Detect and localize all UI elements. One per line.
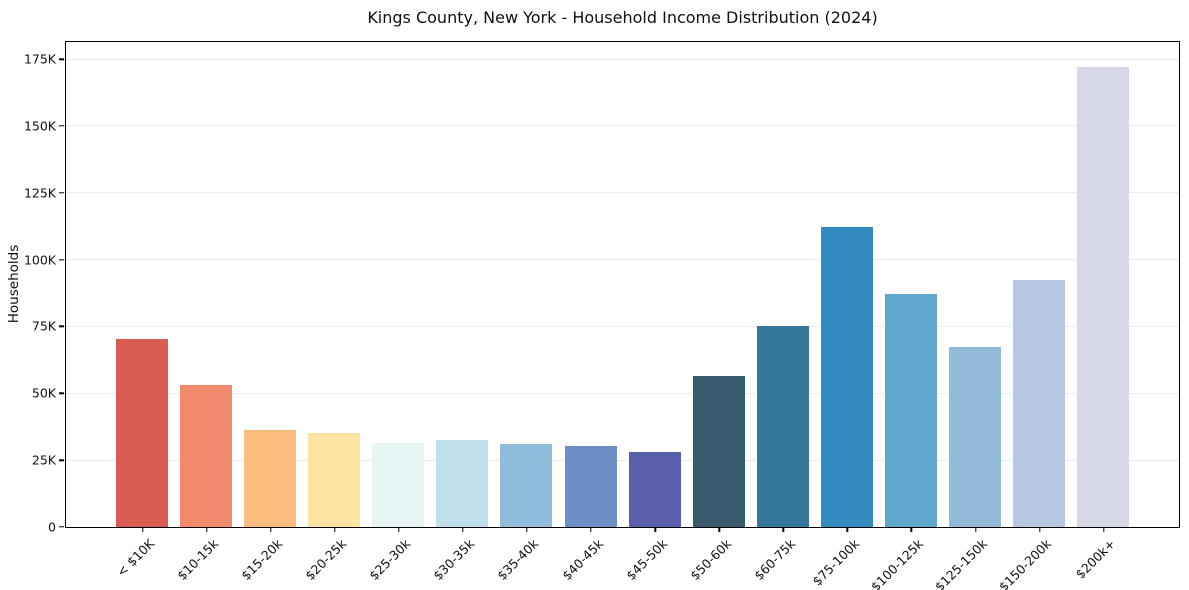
- x-tick-mark: [590, 527, 592, 532]
- bar: [949, 347, 1002, 527]
- bar: [564, 446, 617, 527]
- gridline: [65, 392, 1179, 394]
- x-tick-mark: [269, 527, 272, 532]
- y-tick-mark: [59, 392, 64, 395]
- x-tick-label: $20-25k: [302, 536, 350, 584]
- x-tick-mark: [398, 527, 400, 532]
- y-tick-label: 25K: [31, 452, 56, 468]
- gridline: [65, 259, 1179, 261]
- x-tick-label: $30-35k: [430, 536, 478, 584]
- x-tick-mark: [718, 527, 720, 532]
- x-tick-label: $25-30k: [366, 536, 414, 584]
- x-tick-label: $50-60k: [686, 536, 734, 584]
- x-tick-label: $200k+: [1072, 536, 1119, 582]
- bar: [884, 294, 937, 527]
- x-tick-mark: [526, 527, 528, 532]
- bar: [820, 226, 873, 527]
- y-tick-mark: [59, 192, 64, 194]
- gridline: [65, 125, 1179, 127]
- x-tick-mark: [205, 527, 208, 532]
- x-tick-label: $15-20k: [238, 536, 286, 584]
- bar: [372, 442, 425, 527]
- x-tick-mark: [782, 527, 784, 532]
- x-tick-label: $35-40k: [494, 536, 542, 584]
- x-tick-label: < $10K: [113, 536, 158, 580]
- x-tick-mark: [334, 527, 336, 532]
- x-tick-label: $40-45k: [558, 536, 606, 584]
- gridline: [65, 459, 1179, 461]
- bar: [244, 429, 297, 527]
- y-tick-mark: [59, 526, 64, 528]
- bar: [1077, 67, 1130, 527]
- x-tick-mark: [910, 527, 913, 532]
- y-axis-label: Households: [6, 244, 22, 324]
- y-tick-label: 125K: [23, 185, 56, 201]
- x-tick-mark: [462, 527, 464, 532]
- x-tick-label: $75-100k: [809, 536, 862, 589]
- bar: [180, 384, 233, 527]
- gridline: [65, 192, 1179, 194]
- bar: [308, 433, 361, 527]
- y-tick-mark: [59, 459, 64, 461]
- bar: [500, 443, 553, 527]
- y-tick-mark: [59, 125, 64, 127]
- x-tick-label: $45-50k: [622, 536, 670, 584]
- chart-title: Kings County, New York - Household Incom…: [367, 8, 878, 27]
- y-tick-mark: [59, 325, 64, 328]
- y-tick-label: 150K: [23, 118, 56, 134]
- x-tick-label: $10-15k: [174, 536, 222, 584]
- x-tick-label: $125-150k: [931, 536, 991, 590]
- y-tick-label: 75K: [31, 318, 56, 334]
- y-tick-label: 100K: [23, 252, 56, 268]
- y-tick-label: 50K: [31, 385, 56, 401]
- bar: [116, 339, 168, 527]
- x-tick-label: $60-75k: [750, 536, 798, 584]
- bar: [628, 451, 681, 527]
- x-tick-mark: [846, 527, 849, 532]
- x-tick-mark: [1038, 527, 1041, 532]
- x-tick-mark: [654, 527, 656, 532]
- y-tick-label: 175K: [23, 51, 56, 67]
- x-tick-label: $150-200k: [995, 536, 1055, 590]
- gridline: [65, 58, 1179, 60]
- bar: [756, 325, 809, 527]
- x-tick-label: $100-125k: [867, 536, 927, 590]
- x-tick-mark: [141, 527, 144, 532]
- y-tick-label: 0: [48, 519, 56, 535]
- x-tick-mark: [974, 527, 977, 532]
- x-tick-mark: [1102, 527, 1105, 532]
- y-tick-mark: [59, 58, 64, 60]
- plot-area: [64, 40, 1180, 528]
- bar: [1013, 279, 1066, 527]
- bar: [692, 375, 745, 527]
- y-tick-mark: [59, 258, 64, 261]
- gridline: [65, 325, 1179, 327]
- bar: [436, 439, 489, 527]
